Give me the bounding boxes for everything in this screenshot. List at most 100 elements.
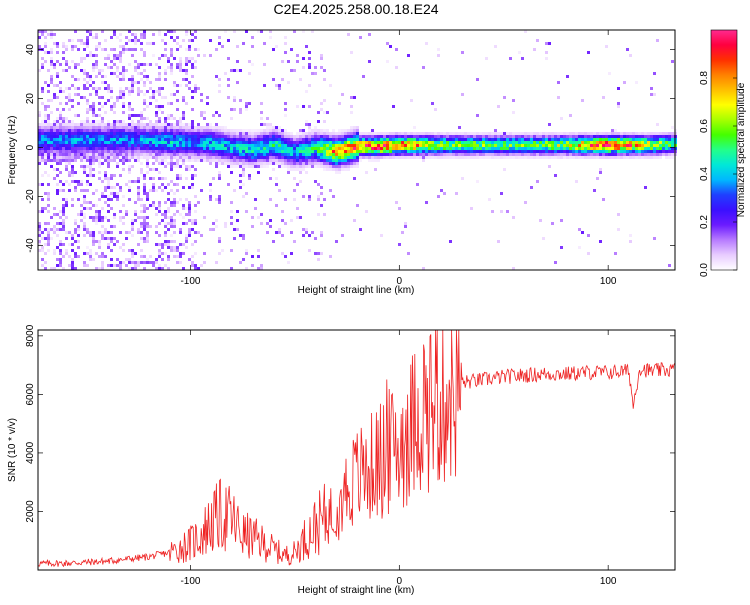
heatmap-cell <box>308 141 311 144</box>
heatmap-cell <box>233 159 236 162</box>
heatmap-cell <box>164 243 167 246</box>
heatmap-cell <box>398 141 401 144</box>
spectrogram-x-ticks: -100 0 100 <box>180 30 617 287</box>
heatmap-cell <box>647 153 650 156</box>
heatmap-cell <box>341 147 344 150</box>
heatmap-cell <box>554 174 557 177</box>
heatmap-cell <box>158 75 161 78</box>
heatmap-cell <box>203 150 206 153</box>
heatmap-cell <box>71 153 74 156</box>
heatmap-cell <box>125 213 128 216</box>
heatmap-cell <box>41 231 44 234</box>
heatmap-cell <box>68 99 71 102</box>
heatmap-cell <box>188 219 191 222</box>
heatmap-cell <box>671 132 674 135</box>
heatmap-cell <box>140 216 143 219</box>
heatmap-cell <box>53 123 56 126</box>
heatmap-cell <box>425 132 428 135</box>
heatmap-cell <box>290 135 293 138</box>
heatmap-cell <box>89 105 92 108</box>
heatmap-cell <box>326 111 329 114</box>
heatmap-cell <box>545 147 548 150</box>
heatmap-cell <box>236 45 239 48</box>
heatmap-cell <box>224 147 227 150</box>
heatmap-cell <box>230 267 233 270</box>
heatmap-cell <box>284 198 287 201</box>
heatmap-cell <box>281 138 284 141</box>
heatmap-cell <box>248 162 251 165</box>
heatmap-cell <box>59 102 62 105</box>
heatmap-cell <box>119 261 122 264</box>
heatmap-cell <box>536 180 539 183</box>
heatmap-cell <box>113 195 116 198</box>
heatmap-cell <box>611 141 614 144</box>
heatmap-cell <box>332 153 335 156</box>
heatmap-cell <box>389 45 392 48</box>
heatmap-cell <box>515 141 518 144</box>
heatmap-cell <box>188 207 191 210</box>
heatmap-cell <box>494 45 497 48</box>
heatmap-cell <box>143 255 146 258</box>
heatmap-cell <box>143 81 146 84</box>
heatmap-cell <box>71 48 74 51</box>
heatmap-cell <box>473 135 476 138</box>
heatmap-cell <box>62 204 65 207</box>
heatmap-cell <box>41 141 44 144</box>
heatmap-cell <box>206 153 209 156</box>
heatmap-cell <box>119 132 122 135</box>
heatmap-cell <box>419 144 422 147</box>
heatmap-cell <box>122 141 125 144</box>
heatmap-cell <box>182 204 185 207</box>
heatmap-cell <box>272 138 275 141</box>
heatmap-cell <box>242 138 245 141</box>
heatmap-cell <box>50 129 53 132</box>
heatmap-cell <box>341 135 344 138</box>
heatmap-cell <box>167 102 170 105</box>
heatmap-cell <box>581 138 584 141</box>
heatmap-cell <box>128 102 131 105</box>
heatmap-cell <box>80 39 83 42</box>
heatmap-cell <box>233 135 236 138</box>
heatmap-cell <box>41 249 44 252</box>
heatmap-cell <box>632 156 635 159</box>
heatmap-cell <box>113 144 116 147</box>
heatmap-cell <box>389 150 392 153</box>
heatmap-cell <box>134 264 137 267</box>
heatmap-cell <box>536 156 539 159</box>
heatmap-cell <box>62 138 65 141</box>
heatmap-cell <box>98 198 101 201</box>
spectrogram-x-tick-label: 100 <box>600 276 617 287</box>
heatmap-cell <box>269 162 272 165</box>
heatmap-cell <box>551 135 554 138</box>
heatmap-cell <box>389 138 392 141</box>
heatmap-cell <box>80 213 83 216</box>
heatmap-cell <box>74 219 77 222</box>
heatmap-cell <box>347 132 350 135</box>
heatmap-cell <box>185 60 188 63</box>
heatmap-cell <box>137 150 140 153</box>
heatmap-cell <box>86 147 89 150</box>
heatmap-cell <box>209 138 212 141</box>
heatmap-cell <box>134 66 137 69</box>
heatmap-cell <box>38 114 41 117</box>
heatmap-cell <box>68 138 71 141</box>
heatmap-cell <box>101 129 104 132</box>
heatmap-cell <box>344 141 347 144</box>
heatmap-cell <box>344 150 347 153</box>
heatmap-cell <box>284 138 287 141</box>
heatmap-cell <box>614 129 617 132</box>
heatmap-cell <box>137 126 140 129</box>
heatmap-cell <box>329 132 332 135</box>
heatmap-cell <box>236 219 239 222</box>
heatmap-cell <box>134 213 137 216</box>
heatmap-cell <box>398 135 401 138</box>
heatmap-cell <box>506 210 509 213</box>
heatmap-cell <box>494 132 497 135</box>
heatmap-cell <box>635 141 638 144</box>
heatmap-cell <box>131 147 134 150</box>
heatmap-cell <box>41 150 44 153</box>
heatmap-cell <box>179 60 182 63</box>
heatmap-cell <box>143 108 146 111</box>
heatmap-cell <box>50 57 53 60</box>
heatmap-cell <box>626 150 629 153</box>
